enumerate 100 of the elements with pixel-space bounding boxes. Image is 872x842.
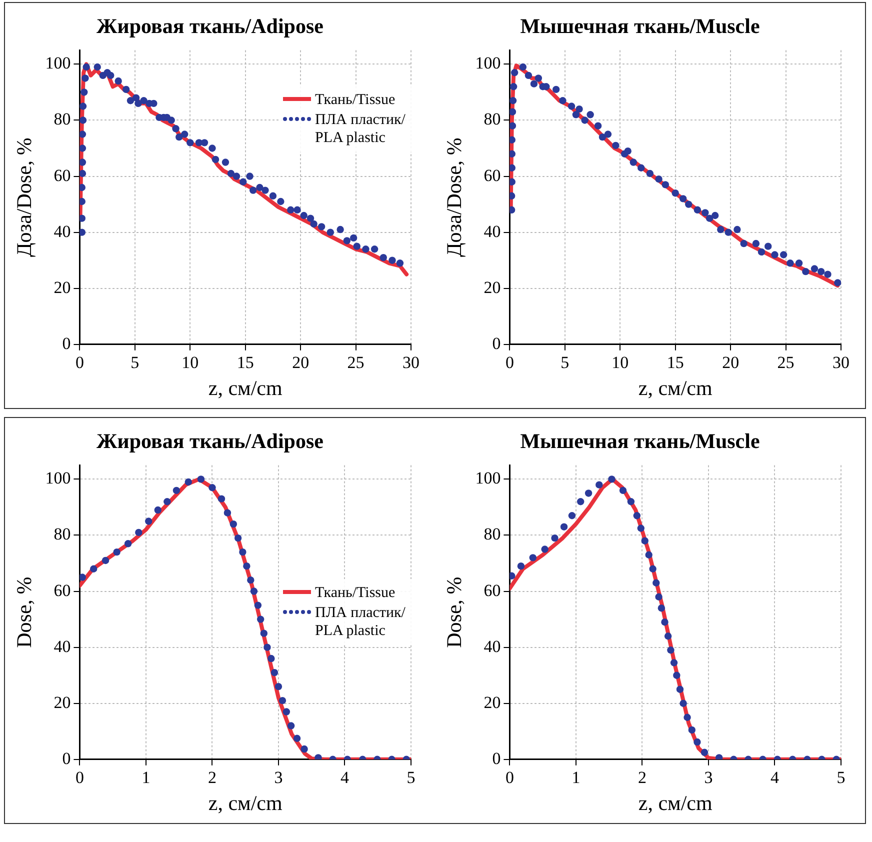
- y-tick-label: 20: [54, 278, 71, 297]
- point: [239, 548, 246, 556]
- point: [586, 111, 594, 118]
- x-tick-label: 3: [704, 768, 713, 788]
- point: [260, 630, 268, 637]
- point: [124, 540, 132, 548]
- y-tick-label: 0: [62, 748, 71, 768]
- y-tick-label: 60: [484, 580, 501, 600]
- point: [510, 83, 518, 90]
- point: [208, 484, 216, 492]
- point: [197, 476, 205, 483]
- point: [584, 490, 592, 497]
- y-tick-label: 0: [492, 334, 501, 353]
- point: [670, 659, 678, 666]
- x-tick-label: 30: [832, 353, 850, 372]
- point: [740, 240, 748, 248]
- point: [264, 644, 271, 651]
- x-tick-label: 15: [236, 353, 254, 372]
- point: [655, 593, 662, 600]
- point: [510, 206, 516, 214]
- y-tick-label: 60: [54, 580, 71, 600]
- point: [758, 248, 766, 256]
- point: [676, 686, 684, 693]
- x-tick-label: 15: [666, 353, 684, 372]
- point: [685, 200, 692, 208]
- point: [274, 682, 282, 690]
- point: [551, 534, 558, 542]
- point: [649, 565, 656, 572]
- x-tick-label: 0: [75, 353, 84, 372]
- x-tick-label: 5: [406, 768, 416, 788]
- y-tick-label: 100: [45, 468, 71, 488]
- point: [641, 537, 648, 544]
- point: [172, 486, 180, 494]
- point: [780, 251, 788, 258]
- point: [664, 632, 672, 640]
- y-tick-label: 60: [484, 166, 501, 185]
- point: [282, 708, 290, 716]
- y-axis-title: Dose, %: [442, 576, 466, 648]
- point: [530, 80, 538, 88]
- point: [637, 524, 644, 532]
- point: [510, 108, 516, 116]
- point: [113, 548, 120, 556]
- point: [510, 572, 516, 580]
- point: [524, 72, 532, 80]
- x-tick-label: 2: [638, 768, 646, 788]
- point: [278, 696, 286, 704]
- point: [254, 602, 262, 609]
- point: [764, 242, 772, 250]
- point: [510, 122, 516, 130]
- point: [529, 554, 536, 562]
- point: [560, 523, 568, 530]
- chart-title: Жировая ткань/Adipose: [96, 14, 324, 38]
- y-tick-label: 80: [484, 524, 501, 544]
- point: [517, 562, 525, 570]
- point: [679, 195, 687, 202]
- point: [598, 133, 606, 141]
- y-tick-label: 80: [54, 110, 71, 129]
- y-tick-label: 40: [484, 636, 501, 656]
- point: [655, 175, 662, 183]
- point: [684, 714, 691, 721]
- y-tick-label: 40: [484, 222, 501, 241]
- point: [510, 136, 516, 144]
- y-tick-label: 80: [54, 524, 71, 544]
- point: [694, 206, 702, 214]
- point: [680, 700, 687, 707]
- point: [724, 228, 732, 236]
- chart-title: Мышечная ткань/Muscle: [520, 14, 760, 38]
- x-tick-label: 4: [340, 768, 350, 788]
- x-tick-label: 25: [777, 353, 794, 372]
- point: [694, 738, 701, 746]
- point: [287, 722, 295, 730]
- y-tick-label: 100: [475, 468, 501, 488]
- point: [268, 654, 275, 662]
- point: [293, 734, 301, 742]
- x-tick-label: 5: [560, 353, 570, 372]
- point: [673, 672, 680, 679]
- point: [752, 240, 760, 248]
- point: [568, 102, 576, 110]
- x-axis-title: z, см/cm: [208, 790, 282, 815]
- point: [672, 189, 679, 197]
- point: [786, 260, 794, 267]
- point: [604, 130, 612, 138]
- point: [734, 226, 741, 234]
- point: [541, 546, 548, 553]
- point: [230, 520, 238, 528]
- point: [510, 150, 516, 158]
- point: [519, 63, 527, 71]
- point: [218, 495, 226, 502]
- point: [624, 147, 632, 155]
- x-tick-label: 10: [182, 353, 199, 372]
- point: [652, 579, 660, 586]
- point: [717, 226, 724, 234]
- point: [630, 158, 637, 166]
- point: [576, 105, 583, 113]
- point: [706, 214, 714, 222]
- x-tick-label: 3: [274, 768, 283, 788]
- point: [145, 518, 152, 525]
- point: [164, 498, 171, 506]
- legend-label: ПЛА пластик/PLA plastic: [315, 604, 406, 640]
- point: [510, 192, 516, 200]
